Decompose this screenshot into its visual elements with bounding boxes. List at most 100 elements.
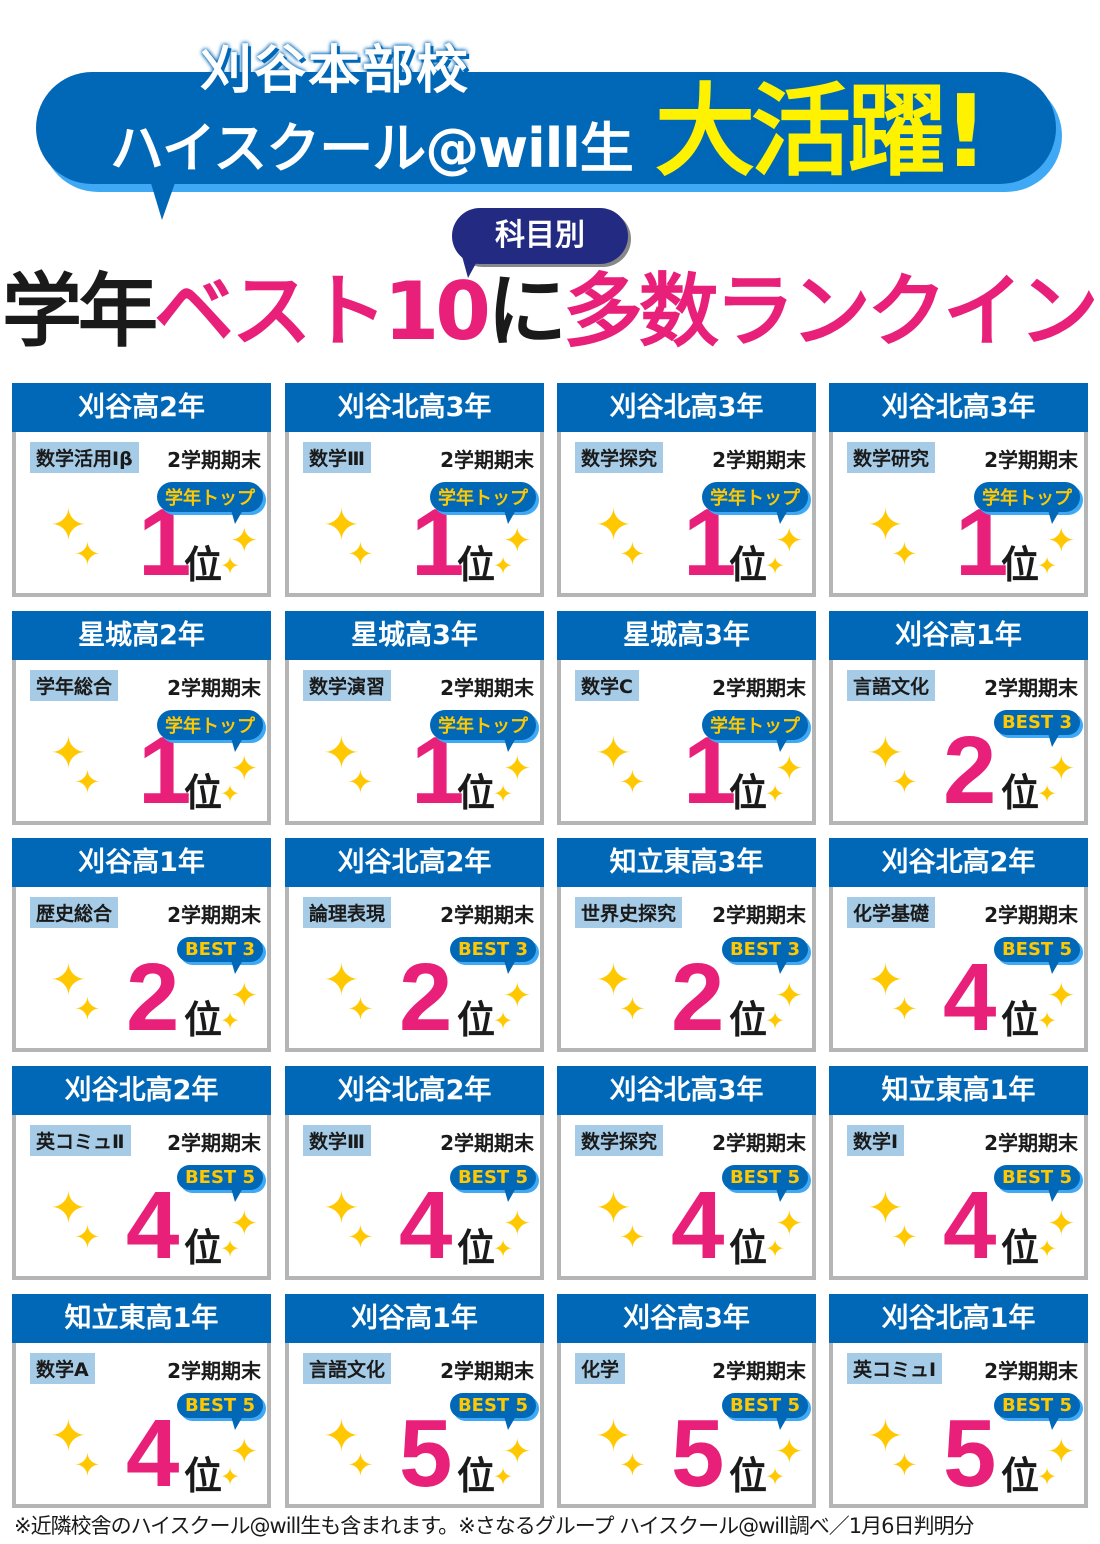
school-grade: 刈谷北高1年 bbox=[829, 1294, 1088, 1343]
term-label: 2学期期末 bbox=[167, 1359, 261, 1383]
rank-suffix: 位 bbox=[729, 1226, 768, 1270]
rank-suffix: 位 bbox=[1001, 543, 1040, 587]
ranking-card: 刈谷高3年 化学 2学期期末 ✦ ✦ ✦ ✦ 5 位 BEST 5 bbox=[557, 1294, 816, 1508]
sparkle-icon: ✦ bbox=[619, 535, 646, 573]
rank-badge: 学年トップ bbox=[157, 482, 263, 524]
subject-label: 数学C bbox=[575, 670, 639, 701]
rank-badge: 学年トップ bbox=[702, 710, 808, 752]
subject-label: 数学A bbox=[30, 1353, 95, 1384]
rank-suffix: 位 bbox=[457, 998, 496, 1042]
term-label: 2学期期末 bbox=[712, 1359, 806, 1383]
sparkle-icon: ✦ bbox=[867, 1183, 904, 1234]
sparkle-icon: ✦ bbox=[765, 780, 786, 808]
sparkle-icon: ✦ bbox=[220, 1235, 241, 1263]
sparkle-icon: ✦ bbox=[867, 500, 904, 551]
sparkle-icon: ✦ bbox=[230, 1204, 259, 1244]
ranking-card: 刈谷北高3年 数学研究 2学期期末 ✦ ✦ ✦ ✦ 1 位学年トップ bbox=[829, 383, 1088, 597]
sparkle-icon: ✦ bbox=[595, 728, 632, 779]
rank-badge: 学年トップ bbox=[430, 482, 536, 524]
school-name: 刈谷本部校 bbox=[200, 41, 471, 101]
tag-tail bbox=[462, 256, 480, 278]
sparkle-icon: ✦ bbox=[765, 1007, 786, 1035]
school-grade: 星城高3年 bbox=[557, 611, 816, 660]
school-grade: 刈谷高1年 bbox=[12, 838, 271, 887]
rank-suffix: 位 bbox=[1001, 998, 1040, 1042]
exclaim-title: 大活躍! bbox=[655, 73, 989, 190]
rank-badge: 学年トップ bbox=[702, 482, 808, 524]
rank-suffix: 位 bbox=[184, 1226, 223, 1270]
card-body: 数学研究 2学期期末 ✦ ✦ ✦ ✦ 1 位学年トップ bbox=[829, 432, 1088, 597]
term-label: 2学期期末 bbox=[440, 448, 534, 472]
rank-number: 4 bbox=[671, 1172, 724, 1279]
subject-label: 言語文化 bbox=[303, 1353, 392, 1384]
rank-badge: BEST 5 bbox=[176, 1393, 263, 1430]
headline-part: 学年 bbox=[2, 265, 158, 358]
sparkle-icon: ✦ bbox=[503, 521, 532, 561]
sparkle-icon: ✦ bbox=[765, 552, 786, 580]
term-label: 2学期期末 bbox=[440, 1131, 534, 1155]
sparkle-icon: ✦ bbox=[347, 1218, 374, 1256]
card-body: 数学探究 2学期期末 ✦ ✦ ✦ ✦ 4 位 BEST 5 bbox=[557, 1115, 816, 1280]
headline-part: ! bbox=[1095, 265, 1100, 358]
title-speech-bubble bbox=[36, 72, 1056, 184]
sparkle-icon: ✦ bbox=[230, 521, 259, 561]
rank-badge: 学年トップ bbox=[974, 482, 1080, 524]
headline: 学年ベスト10に多数ランクイン! bbox=[2, 262, 1100, 362]
rank-number: 2 bbox=[671, 944, 724, 1051]
rank-suffix: 位 bbox=[729, 1454, 768, 1498]
sparkle-icon: ✦ bbox=[493, 1007, 514, 1035]
sparkle-icon: ✦ bbox=[1037, 1235, 1058, 1263]
sparkle-icon: ✦ bbox=[595, 955, 632, 1006]
subject-label: 世界史探究 bbox=[575, 897, 683, 928]
sparkle-icon: ✦ bbox=[230, 1432, 259, 1472]
card-body: 言語文化 2学期期末 ✦ ✦ ✦ ✦ 5 位 BEST 5 bbox=[285, 1343, 544, 1508]
term-label: 2学期期末 bbox=[167, 448, 261, 472]
sparkle-icon: ✦ bbox=[765, 1235, 786, 1263]
rank-suffix: 位 bbox=[184, 543, 223, 587]
rank-badge: BEST 5 bbox=[176, 1165, 263, 1202]
ranking-card: 刈谷北高3年 数学探究 2学期期末 ✦ ✦ ✦ ✦ 1 位学年トップ bbox=[557, 383, 816, 597]
school-grade: 星城高3年 bbox=[285, 611, 544, 660]
subject-label: 英コミュⅠ bbox=[847, 1353, 943, 1384]
card-body: 数学Ⅲ 2学期期末 ✦ ✦ ✦ ✦ 1 位学年トップ bbox=[285, 432, 544, 597]
school-grade: 知立東高3年 bbox=[557, 838, 816, 887]
sparkle-icon: ✦ bbox=[503, 1204, 532, 1244]
sparkle-icon: ✦ bbox=[323, 1183, 360, 1234]
sparkle-icon: ✦ bbox=[891, 535, 918, 573]
sparkle-icon: ✦ bbox=[891, 763, 918, 801]
rank-badge: BEST 3 bbox=[176, 937, 263, 974]
rank-badge: BEST 5 bbox=[721, 1165, 808, 1202]
rank-suffix: 位 bbox=[184, 771, 223, 815]
rank-badge: BEST 3 bbox=[721, 937, 808, 974]
sparkle-icon: ✦ bbox=[503, 976, 532, 1016]
sparkle-icon: ✦ bbox=[493, 552, 514, 580]
sparkle-icon: ✦ bbox=[323, 500, 360, 551]
card-body: 英コミュⅠ 2学期期末 ✦ ✦ ✦ ✦ 5 位 BEST 5 bbox=[829, 1343, 1088, 1508]
school-grade: 刈谷北高2年 bbox=[829, 838, 1088, 887]
term-label: 2学期期末 bbox=[712, 448, 806, 472]
ranking-card: 刈谷北高2年 論理表現 2学期期末 ✦ ✦ ✦ ✦ 2 位 BEST 3 bbox=[285, 838, 544, 1052]
sparkle-icon: ✦ bbox=[619, 1218, 646, 1256]
rank-suffix: 位 bbox=[729, 771, 768, 815]
school-grade: 刈谷高1年 bbox=[285, 1294, 544, 1343]
rank-badge: 学年トップ bbox=[430, 710, 536, 752]
subject-label: 論理表現 bbox=[303, 897, 392, 928]
term-label: 2学期期末 bbox=[984, 903, 1078, 927]
rank-badge: BEST 5 bbox=[721, 1393, 808, 1430]
rank-number: 4 bbox=[943, 1172, 996, 1279]
sparkle-icon: ✦ bbox=[503, 1432, 532, 1472]
subject-label: 数学Ⅰ bbox=[847, 1125, 905, 1156]
sparkle-icon: ✦ bbox=[867, 1411, 904, 1462]
rank-suffix: 位 bbox=[729, 543, 768, 587]
rank-number: 5 bbox=[671, 1400, 724, 1507]
term-label: 2学期期末 bbox=[440, 676, 534, 700]
subject-label: 数学探究 bbox=[575, 442, 664, 473]
subject-label: 数学Ⅲ bbox=[303, 1125, 371, 1156]
card-body: 言語文化 2学期期末 ✦ ✦ ✦ ✦ 2 位 BEST 3 bbox=[829, 660, 1088, 825]
rank-suffix: 位 bbox=[1001, 1454, 1040, 1498]
headline-part: に bbox=[486, 265, 567, 358]
rank-suffix: 位 bbox=[1001, 1226, 1040, 1270]
rank-suffix: 位 bbox=[457, 771, 496, 815]
sparkle-icon: ✦ bbox=[595, 1411, 632, 1462]
headline-part: 多数ランクイン bbox=[562, 265, 1099, 358]
